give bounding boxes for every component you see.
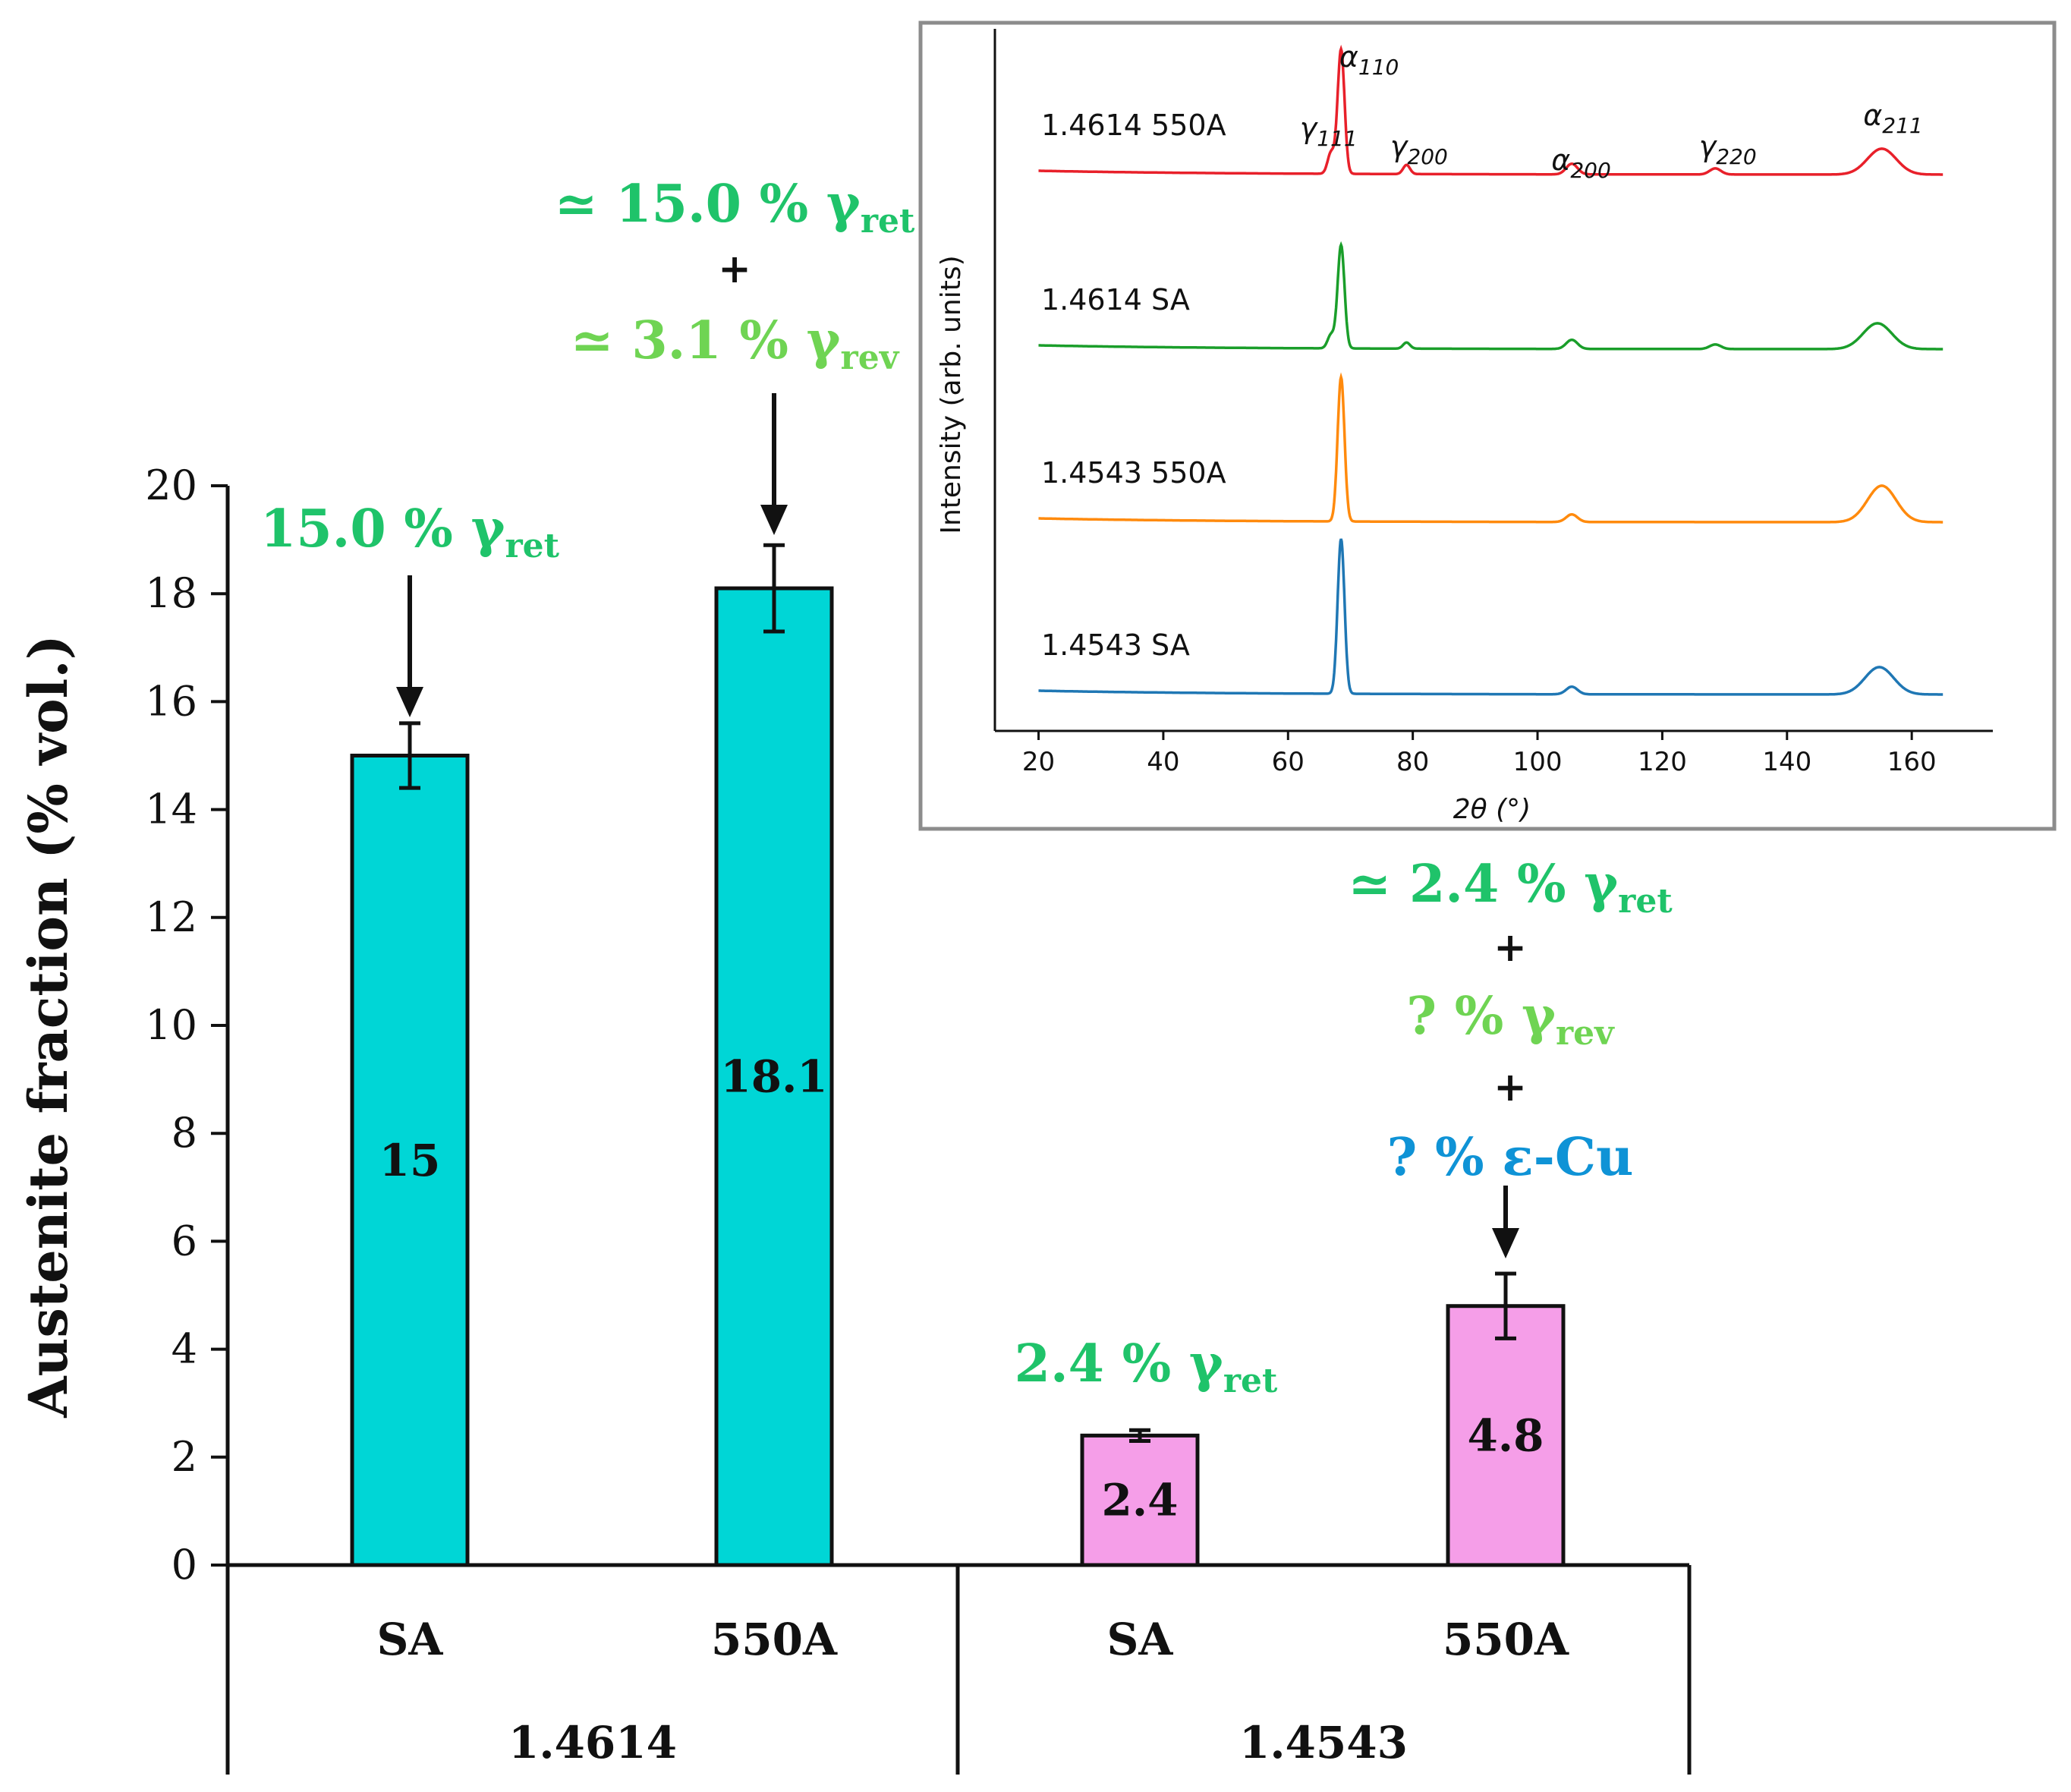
y-tick-label: 4 (172, 1325, 197, 1373)
y-axis-label: Austenite fraction (% vol.) (17, 635, 80, 1419)
category-labels: SA 550A SA 550A 1.4614 1.4543 (377, 1614, 1569, 1768)
annotation-line: + (718, 246, 751, 292)
bar-value-label: 15 (379, 1135, 441, 1186)
bar (714, 586, 834, 1567)
y-tick-label: 12 (145, 893, 197, 941)
y-tick-label: 10 (145, 1001, 197, 1049)
y-tick-label: 18 (145, 569, 197, 617)
arrow-head (1492, 1228, 1519, 1258)
y-tick-label: 16 (145, 677, 197, 725)
inset-x-tick-label: 40 (1147, 747, 1179, 777)
inset-x-tick-label: 20 (1022, 747, 1055, 777)
bar-annotations: 15.0 % γret ≃ 15.0 % γret + ≃ 3.1 % γrev 2.4… (260, 174, 1673, 1400)
peak-label: γ111 (1300, 112, 1358, 151)
inset-axes: 20 40 60 80 100 120 140 160 (993, 29, 1993, 777)
y-tick-label: 8 (172, 1109, 197, 1157)
xrd-series-label: 1.4543 SA (1041, 628, 1190, 662)
annotation-line: + (1493, 924, 1527, 971)
xrd-series-line (1038, 44, 1944, 176)
peak-label: γ220 (1699, 130, 1757, 169)
arrow-head (396, 687, 423, 717)
xrd-inset: 20 40 60 80 100 120 140 160 1.4614 550A 1.4614 S… (918, 20, 2057, 831)
bar (350, 754, 470, 1567)
inset-x-axis-label: 2θ (°) (1453, 794, 1531, 825)
y-tick-label: 2 (172, 1433, 197, 1481)
bar-value-label: 18.1 (720, 1051, 827, 1103)
xrd-series-line (1038, 372, 1944, 524)
xrd-series-line (1038, 538, 1944, 696)
category-label: 550A (711, 1614, 838, 1665)
y-tick-label: 6 (172, 1217, 197, 1264)
xrd-series-label: 1.4543 550A (1041, 456, 1226, 490)
bar-value-label: 2.4 (1102, 1475, 1179, 1526)
inset-y-axis-label: Intensity (arb. units) (936, 255, 967, 534)
inset-frame (918, 20, 2057, 831)
annotation-line: 2.4 % γret (1015, 1334, 1278, 1400)
peak-label: α211 (1863, 99, 1923, 138)
peak-label: α110 (1339, 40, 1399, 80)
inset-x-tick-label: 80 (1396, 747, 1429, 777)
annotation-line: ≃ 15.0 % γret (555, 174, 915, 241)
bar (1446, 1304, 1566, 1567)
y-ticks: 0 2 4 6 8 10 12 14 16 18 20 (145, 461, 228, 1589)
inset-x-tick-label: 160 (1887, 747, 1937, 777)
arrow-head (760, 505, 788, 535)
bar-value-label: 4.8 (1468, 1409, 1544, 1461)
y-tick-label: 0 (172, 1541, 197, 1589)
bar-chart: 0 2 4 6 8 10 12 14 16 18 20 15 18.1 2.4 4.8 SA 550A SA 5… (17, 174, 1692, 1775)
y-tick-label: 20 (145, 461, 197, 509)
bar-marks: 15 18.1 2.4 4.8 (350, 543, 1566, 1567)
xrd-series-label: 1.4614 SA (1041, 283, 1190, 317)
annotation-line: 15.0 % γret (260, 499, 560, 565)
inset-x-tick-label: 140 (1762, 747, 1811, 777)
category-label: 550A (1443, 1614, 1569, 1665)
inset-peak-labels: γ111 α110 γ200 α200 γ220 α211 (1300, 40, 1923, 183)
annotation-line: ≃ 2.4 % γret (1348, 854, 1673, 921)
xrd-series-label: 1.4614 550A (1041, 109, 1226, 142)
inset-x-tick-label: 120 (1638, 747, 1687, 777)
inset-series (1038, 44, 1944, 696)
annotation-line: + (1493, 1064, 1527, 1110)
annotation-line: ≃ 3.1 % γrev (571, 310, 900, 377)
category-label: SA (377, 1614, 444, 1665)
group-label: 1.4614 (508, 1717, 677, 1768)
annotation-line: ? % ε-Cu (1387, 1127, 1634, 1188)
inset-x-tick-label: 100 (1513, 747, 1563, 777)
y-tick-label: 14 (145, 786, 197, 833)
category-label: SA (1107, 1614, 1174, 1665)
annotation-line: ? % γrev (1406, 986, 1615, 1053)
xrd-series-line (1038, 241, 1944, 351)
inset-x-tick-label: 60 (1272, 747, 1305, 777)
inset-series-labels: 1.4614 550A 1.4614 SA 1.4543 550A 1.4543 SA (1041, 109, 1226, 662)
peak-label: γ200 (1390, 130, 1448, 169)
peak-label: α200 (1551, 143, 1611, 183)
group-label: 1.4543 (1239, 1717, 1408, 1768)
